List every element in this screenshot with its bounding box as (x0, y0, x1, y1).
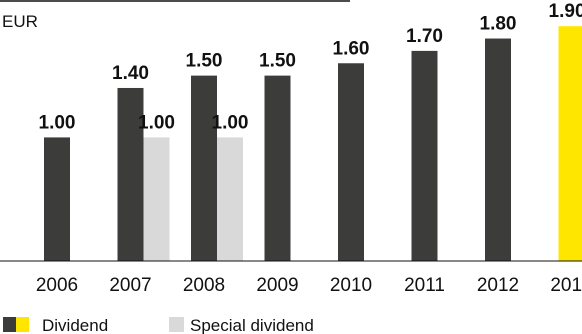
category-labels-group: 2006 2007 2008 2009 2010 2011 2012 2013 (36, 275, 582, 296)
bar-dividend-2012 (485, 38, 511, 262)
legend-dividend-swatch-dark (3, 317, 16, 332)
value-label-dividend-2007: 1.40 (112, 63, 149, 84)
bars-group (44, 26, 582, 262)
unit-label: EUR (2, 12, 38, 31)
value-label-dividend-2008: 1.50 (186, 51, 223, 72)
x-tick-label-2011: 2011 (404, 275, 445, 296)
x-tick-label-2013: 2013 (550, 275, 582, 296)
bar-dividend-2008 (191, 75, 217, 261)
legend: Dividend Special dividend (3, 316, 314, 334)
value-label-dividend-2011: 1.70 (406, 26, 443, 47)
value-labels-group: 1.00 1.40 1.00 1.50 1.00 1.50 1.60 1.70 1.80 1.90… (39, 1, 582, 133)
x-tick-label-2007: 2007 (109, 275, 151, 296)
value-label-dividend-2009: 1.50 (259, 51, 296, 72)
legend-dividend-label: Dividend (42, 316, 108, 334)
bar-dividend-2006 (44, 137, 70, 261)
value-label-dividend-2010: 1.60 (333, 38, 370, 59)
legend-special-dividend-swatch (169, 317, 184, 332)
value-label-special-dividend-2007: 1.00 (138, 112, 175, 133)
bar-dividend-2010 (338, 63, 364, 261)
x-tick-label-2010: 2010 (330, 275, 372, 296)
bar-special-dividend-2008 (217, 137, 243, 261)
x-tick-label-2009: 2009 (256, 275, 298, 296)
value-label-special-dividend-2008: 1.00 (212, 112, 249, 133)
x-tick-label-2012: 2012 (477, 275, 519, 296)
value-label-dividend-2006: 1.00 (39, 112, 76, 133)
bar-special-dividend-2007 (143, 137, 170, 261)
x-tick-label-2008: 2008 (183, 275, 225, 296)
bar-dividend-2013 (558, 26, 582, 261)
x-tick-label-2006: 2006 (36, 275, 78, 296)
bar-dividend-2009 (264, 75, 291, 261)
legend-dividend-swatch-yellow (16, 317, 29, 332)
value-label-dividend-2012: 1.80 (480, 14, 517, 35)
bar-dividend-2011 (411, 50, 438, 262)
legend-special-dividend-label: Special dividend (190, 316, 314, 334)
value-label-dividend-2013: 1.901) (549, 1, 582, 22)
bar-dividend-2007 (117, 87, 144, 261)
